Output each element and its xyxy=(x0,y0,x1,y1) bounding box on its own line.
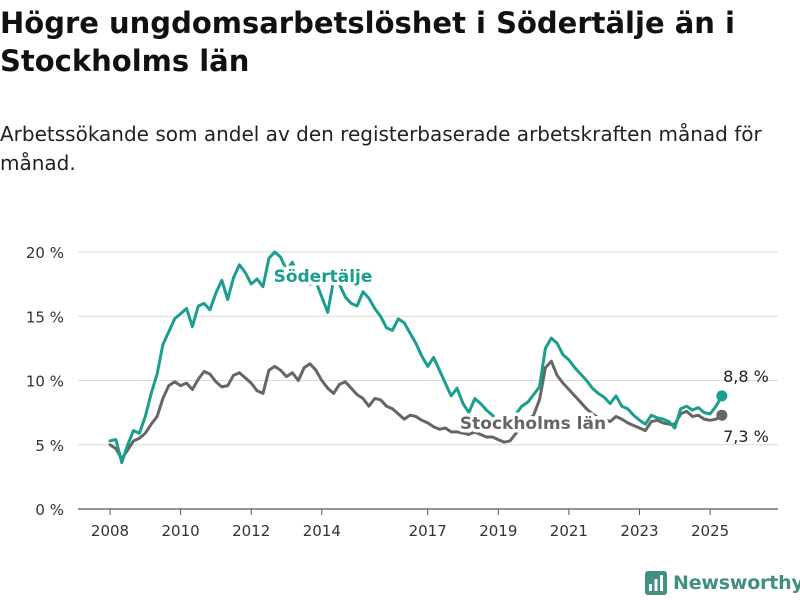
bar-chart-logo-icon xyxy=(645,571,667,595)
end-value-label-sodertalje: 8,8 % xyxy=(723,367,769,386)
y-tick-label: 20 % xyxy=(26,244,64,262)
end-point-marker xyxy=(716,390,728,402)
series-label-sodertalje-halo: Södertälje xyxy=(274,267,373,287)
y-tick-label: 15 % xyxy=(26,308,64,326)
x-tick-label: 2012 xyxy=(232,522,270,540)
y-axis-labels: 0 % 5 % 10 % 15 % 20 % xyxy=(26,244,64,519)
brand-name: Newsworthy xyxy=(673,572,800,594)
x-tick-label: 2019 xyxy=(479,522,517,540)
y-tick-label: 0 % xyxy=(35,501,64,519)
series-line-sodertalje xyxy=(108,250,724,465)
x-tick-label: 2010 xyxy=(162,522,200,540)
series-label-stockholms-lan-halo: Stockholms län xyxy=(460,414,606,434)
x-tick-label: 2017 xyxy=(409,522,447,540)
series-lines xyxy=(108,250,728,465)
x-tick-label: 2021 xyxy=(550,522,588,540)
chart-title: Högre ungdomsarbetslöshet i Södertälje ä… xyxy=(0,6,735,78)
end-value-label-stockholms-lan: 7,3 % xyxy=(723,427,769,446)
y-tick-label: 10 % xyxy=(26,373,64,391)
line-chart: 0 %5 %10 %15 %20 % 2008 2010 2012 2014 2017 2… xyxy=(26,244,778,540)
x-tick-label: 2008 xyxy=(91,522,129,540)
x-tick-label: 2023 xyxy=(620,522,658,540)
end-point-marker xyxy=(716,409,728,421)
chart-subtitle: Arbetssökande som andel av den registerb… xyxy=(0,122,762,175)
series-line-stockholms-lan xyxy=(108,359,724,461)
x-tick-label: 2014 xyxy=(303,522,341,540)
newsworthy-logo: Newsworthy xyxy=(645,568,800,598)
y-tick-label: 5 % xyxy=(35,437,64,455)
x-axis: 2008 2010 2012 2014 2017 2019 2021 2023 2025 xyxy=(91,509,729,540)
series-label-stockholms-lan: Stockholms län xyxy=(460,414,606,434)
x-tick-label: 2025 xyxy=(691,522,729,540)
gridlines xyxy=(78,251,778,510)
series-label-sodertalje: Södertälje xyxy=(274,267,373,287)
